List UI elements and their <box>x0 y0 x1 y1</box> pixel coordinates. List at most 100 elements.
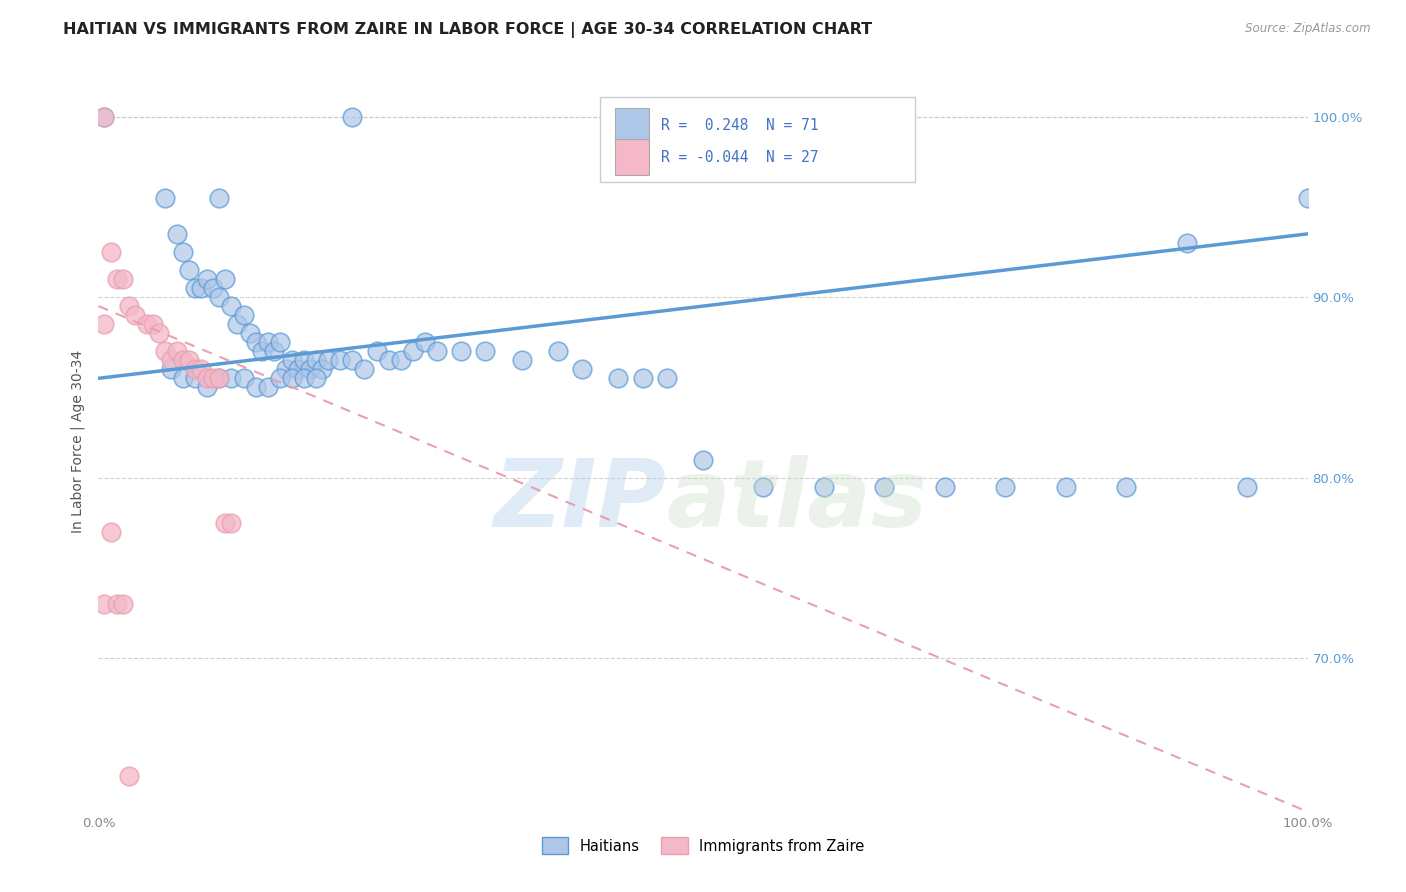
Point <box>221 371 243 385</box>
Point <box>655 371 678 385</box>
Point <box>292 371 315 385</box>
Point <box>153 191 176 205</box>
Point <box>195 371 218 385</box>
Point <box>202 281 225 295</box>
Point <box>1054 480 1077 494</box>
Text: R = -0.044  N = 27: R = -0.044 N = 27 <box>661 151 818 166</box>
FancyBboxPatch shape <box>600 97 915 183</box>
Point <box>474 344 496 359</box>
Point <box>221 299 243 313</box>
Point <box>232 371 254 385</box>
Point <box>160 353 183 368</box>
Point <box>100 244 122 259</box>
Point <box>179 263 201 277</box>
Point <box>245 335 267 350</box>
Point <box>547 344 569 359</box>
Y-axis label: In Labor Force | Age 30-34: In Labor Force | Age 30-34 <box>70 350 86 533</box>
Point <box>111 272 134 286</box>
Point <box>1236 480 1258 494</box>
Point <box>226 317 249 331</box>
Point <box>256 335 278 350</box>
Point <box>190 362 212 376</box>
Point <box>274 362 297 376</box>
Point <box>172 244 194 259</box>
Text: atlas: atlas <box>666 455 928 547</box>
Point <box>269 371 291 385</box>
Point <box>250 344 273 359</box>
Point <box>426 344 449 359</box>
Point <box>873 480 896 494</box>
Point <box>214 272 236 286</box>
Point <box>118 299 141 313</box>
Point <box>184 362 207 376</box>
Point <box>607 371 630 385</box>
Point <box>342 353 364 368</box>
Legend: Haitians, Immigrants from Zaire: Haitians, Immigrants from Zaire <box>536 831 870 860</box>
Text: R =  0.248  N = 71: R = 0.248 N = 71 <box>661 118 818 133</box>
Point <box>166 344 188 359</box>
Point <box>208 290 231 304</box>
Point <box>93 317 115 331</box>
Point <box>232 308 254 322</box>
Point <box>402 344 425 359</box>
Point <box>1296 191 1319 205</box>
Point <box>105 272 128 286</box>
Point <box>342 110 364 124</box>
Point <box>214 516 236 530</box>
Point <box>281 371 304 385</box>
Point <box>208 371 231 385</box>
Point <box>631 371 654 385</box>
Point <box>692 452 714 467</box>
Bar <box>614 108 648 144</box>
Point <box>377 353 399 368</box>
Point <box>184 281 207 295</box>
Point <box>172 371 194 385</box>
Point <box>305 371 328 385</box>
Point <box>752 480 775 494</box>
Point <box>93 110 115 124</box>
Point <box>190 281 212 295</box>
Point <box>311 362 333 376</box>
Point <box>148 326 170 341</box>
Point <box>105 597 128 611</box>
Point <box>160 362 183 376</box>
Point <box>299 362 322 376</box>
Text: ZIP: ZIP <box>494 455 666 547</box>
Point <box>292 353 315 368</box>
Point <box>179 353 201 368</box>
Point <box>287 362 309 376</box>
Point <box>281 353 304 368</box>
Point <box>208 371 231 385</box>
Point <box>263 344 285 359</box>
Point <box>118 769 141 783</box>
Point <box>269 335 291 350</box>
Point <box>93 110 115 124</box>
Point <box>813 480 835 494</box>
Point <box>353 362 375 376</box>
Point <box>172 353 194 368</box>
Point <box>450 344 472 359</box>
Point <box>1115 480 1137 494</box>
Text: HAITIAN VS IMMIGRANTS FROM ZAIRE IN LABOR FORCE | AGE 30-34 CORRELATION CHART: HAITIAN VS IMMIGRANTS FROM ZAIRE IN LABO… <box>63 22 872 38</box>
Point <box>111 597 134 611</box>
Point <box>208 191 231 205</box>
Point <box>389 353 412 368</box>
Point <box>510 353 533 368</box>
Text: Source: ZipAtlas.com: Source: ZipAtlas.com <box>1246 22 1371 36</box>
Point <box>329 353 352 368</box>
Point <box>994 480 1017 494</box>
Point <box>366 344 388 359</box>
Point <box>221 516 243 530</box>
Point <box>245 380 267 394</box>
Point <box>195 272 218 286</box>
Point <box>166 227 188 241</box>
Point <box>202 371 225 385</box>
Point <box>135 317 157 331</box>
Point <box>195 380 218 394</box>
Point <box>184 371 207 385</box>
Point <box>571 362 593 376</box>
Point <box>305 353 328 368</box>
Point <box>316 353 339 368</box>
Point <box>142 317 165 331</box>
Point <box>153 344 176 359</box>
